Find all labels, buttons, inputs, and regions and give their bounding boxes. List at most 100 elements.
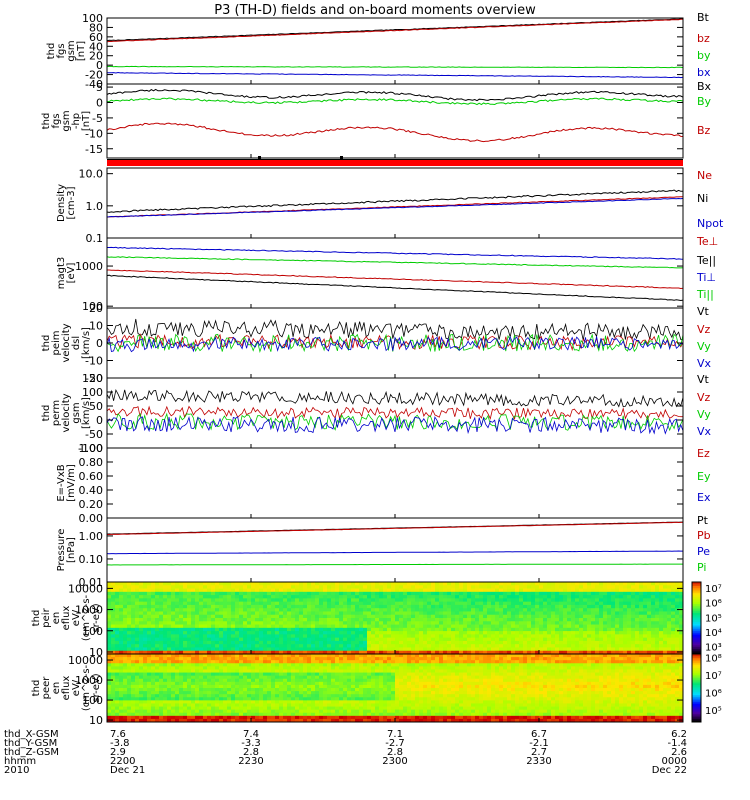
spectrogram-cell xyxy=(543,611,548,616)
spectrogram-cell xyxy=(267,634,272,639)
spectrogram-cell xyxy=(651,650,656,655)
spectrogram-cell xyxy=(463,611,468,616)
spectrogram-cell xyxy=(139,647,144,652)
spectrogram-cell xyxy=(187,634,192,639)
spectrogram-cell xyxy=(327,650,332,655)
spectrogram-cell xyxy=(111,715,116,720)
spectrogram-cell xyxy=(283,684,288,689)
spectrogram-cell xyxy=(487,611,492,616)
spectrogram-cell xyxy=(259,709,264,714)
spectrogram-cell xyxy=(359,709,364,714)
y-tick-label: -100 xyxy=(78,442,103,455)
spectrogram-cell xyxy=(187,703,192,707)
spectrogram-cell xyxy=(511,627,516,632)
spectrogram-cell xyxy=(187,694,192,698)
spectrogram-cell xyxy=(415,595,420,599)
spectrogram-cell xyxy=(171,621,176,625)
spectrogram-cell xyxy=(411,585,416,589)
spectrogram-cell xyxy=(523,650,528,655)
spectrogram-cell xyxy=(271,627,276,632)
spectrogram-cell xyxy=(295,591,300,596)
spectrogram-cell xyxy=(215,718,220,723)
spectrogram-cell xyxy=(175,706,180,711)
spectrogram-cell xyxy=(339,688,344,692)
spectrogram-cell xyxy=(495,618,500,622)
spectrogram-cell xyxy=(455,598,460,603)
spectrogram-cell xyxy=(251,700,256,704)
spectrogram-cell xyxy=(435,624,440,629)
spectrogram-cell xyxy=(503,582,508,586)
spectrogram-cell xyxy=(491,627,496,632)
spectrogram-cell xyxy=(615,627,620,632)
spectrogram-cell xyxy=(527,644,532,648)
spectrogram-cell xyxy=(107,598,112,603)
spectrogram-cell xyxy=(259,678,264,683)
spectrogram-cell xyxy=(243,718,248,723)
spectrogram-cell xyxy=(399,631,404,635)
spectrogram-cell xyxy=(239,712,244,717)
spectrogram-cell xyxy=(459,598,464,603)
spectrogram-cell xyxy=(207,691,212,695)
spectrogram-cell xyxy=(175,634,180,639)
spectrogram-cell xyxy=(439,608,444,612)
spectrogram-cell xyxy=(271,688,276,692)
spectrogram-cell xyxy=(279,634,284,639)
spectrogram-cell xyxy=(431,621,436,625)
spectrogram-cell xyxy=(367,712,372,717)
spectrogram-cell xyxy=(199,684,204,689)
spectrogram-cell xyxy=(291,663,296,667)
spectrogram-cell xyxy=(443,601,448,606)
spectrogram-cell xyxy=(219,585,224,589)
spectrogram-cell xyxy=(603,627,608,632)
spectrogram-cell xyxy=(263,598,268,603)
spectrogram-cell xyxy=(603,650,608,655)
spectrogram-cell xyxy=(167,712,172,717)
spectrogram-cell xyxy=(211,614,216,619)
spectrogram-cell xyxy=(107,688,112,692)
spectrogram-cell xyxy=(243,588,248,593)
spectrogram-cell xyxy=(531,624,536,629)
spectrogram-cell xyxy=(163,697,168,701)
spectrogram-cell xyxy=(315,582,320,586)
spectrogram-cell xyxy=(591,618,596,622)
spectrogram-cell xyxy=(203,598,208,603)
spectrogram-cell xyxy=(667,588,672,593)
spectrogram-cell xyxy=(163,614,168,619)
spectrogram-cell xyxy=(267,647,272,652)
spectrogram-cell xyxy=(275,634,280,639)
spectrogram-cell xyxy=(591,621,596,625)
spectrogram-cell xyxy=(371,666,376,670)
spectrogram-cell xyxy=(663,650,668,655)
spectrogram-cell xyxy=(227,604,232,609)
spectrogram-cell xyxy=(439,621,444,625)
spectrogram-cell xyxy=(435,618,440,622)
spectrogram-cell xyxy=(607,650,612,655)
spectrogram-cell xyxy=(627,595,632,599)
spectrogram-cell xyxy=(631,582,636,586)
spectrogram-cell xyxy=(591,624,596,629)
spectrogram-cell xyxy=(211,627,216,632)
spectrogram-cell xyxy=(603,604,608,609)
spectrogram-cell xyxy=(203,624,208,629)
spectrogram-cell xyxy=(223,608,228,612)
spectrogram-cell xyxy=(215,618,220,622)
spectrogram-cell xyxy=(539,647,544,652)
spectrogram-cell xyxy=(363,598,368,603)
spectrogram-cell xyxy=(383,624,388,629)
spectrogram-cell xyxy=(143,614,148,619)
spectrogram-cell xyxy=(671,650,676,655)
spectrogram-cell xyxy=(163,657,168,661)
spectrogram-cell xyxy=(263,660,268,664)
spectrogram-cell xyxy=(539,618,544,622)
spectrogram-cell xyxy=(483,595,488,599)
spectrogram-cell xyxy=(523,621,528,625)
spectrogram-cell xyxy=(119,624,124,629)
spectrogram-cell xyxy=(271,666,276,670)
spectrogram-cell xyxy=(159,582,164,586)
spectrogram-cell xyxy=(351,601,356,606)
spectrogram-cell xyxy=(391,618,396,622)
spectrogram-cell xyxy=(423,598,428,603)
spectrogram-cell xyxy=(203,657,208,661)
spectrogram-cell xyxy=(143,700,148,704)
spectrogram-cell xyxy=(243,709,248,714)
